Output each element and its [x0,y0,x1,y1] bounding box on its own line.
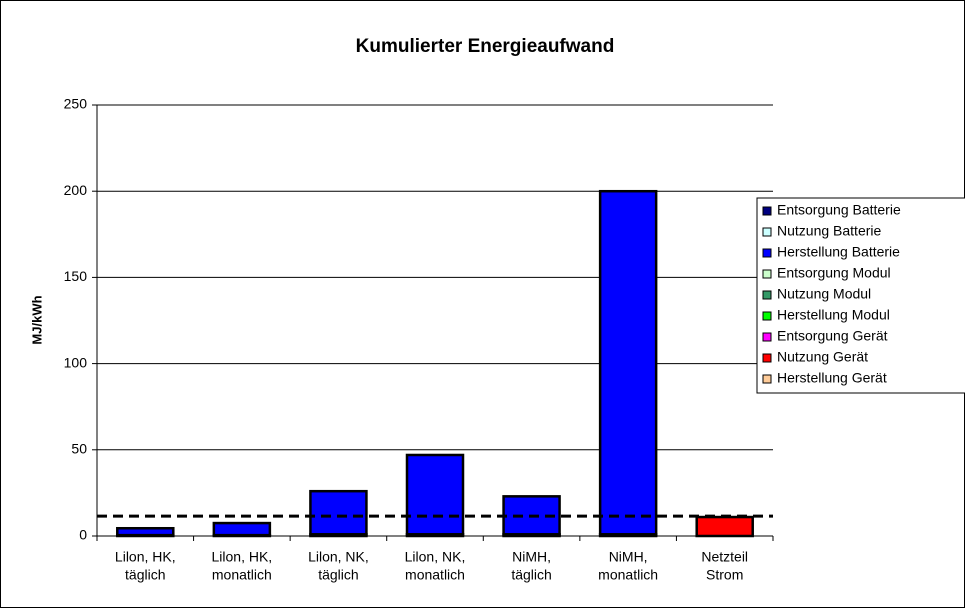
legend-label: Nutzung Batterie [777,223,881,239]
bar-segment [212,521,272,537]
x-tick-label: Netzteil [701,549,748,565]
legend-swatch [762,311,772,321]
x-tick-label: NiMH, [609,549,648,565]
x-tick-label: täglich [318,567,358,583]
legend-swatch [762,206,772,216]
legend-label: Entsorgung Modul [777,265,891,281]
legend-label: Nutzung Modul [777,286,871,302]
legend-box [756,197,965,394]
x-tick-label: Lilon, HK, [115,549,176,565]
x-tick-label: Lilon, NK, [405,549,466,565]
y-axis-label: MJ/kWh [29,295,44,344]
legend-swatch [762,227,772,237]
bar-segment [116,526,175,537]
x-tick-label: täglich [511,567,551,583]
legend-swatch [762,353,772,363]
bar-segment [598,189,658,536]
bar-segment [695,515,754,538]
y-tick-label: 0 [79,527,87,543]
legend-label: Herstellung Gerät [777,370,887,386]
x-tick-label: NiMH, [512,549,551,565]
y-tick-label: 250 [64,96,88,112]
legend-label: Entsorgung Batterie [777,202,901,218]
legend-label: Herstellung Modul [777,307,890,323]
legend-label: Nutzung Gerät [777,349,868,365]
legend-swatch [762,332,772,342]
chart-title: Kumulierter Energieaufwand [356,36,615,57]
x-tick-label: Lilon, HK, [212,549,273,565]
legend-label: Herstellung Batterie [777,244,900,260]
legend-swatch [762,374,772,384]
legend-label: Entsorgung Gerät [777,328,888,344]
legend-swatch [762,269,772,279]
bar-segment [405,453,465,536]
y-tick-label: 50 [71,441,87,457]
legend-swatch [762,248,772,258]
x-tick-label: täglich [125,567,165,583]
y-tick-label: 100 [64,354,88,370]
x-tick-label: monatlich [212,567,272,583]
x-tick-label: Strom [706,567,743,583]
x-tick-label: monatlich [405,567,465,583]
legend-swatch [762,290,772,300]
bar-segment [309,489,368,536]
x-tick-label: monatlich [598,567,658,583]
y-tick-label: 150 [64,268,88,284]
y-tick-label: 200 [64,182,88,198]
x-tick-label: Lilon, NK, [308,549,369,565]
